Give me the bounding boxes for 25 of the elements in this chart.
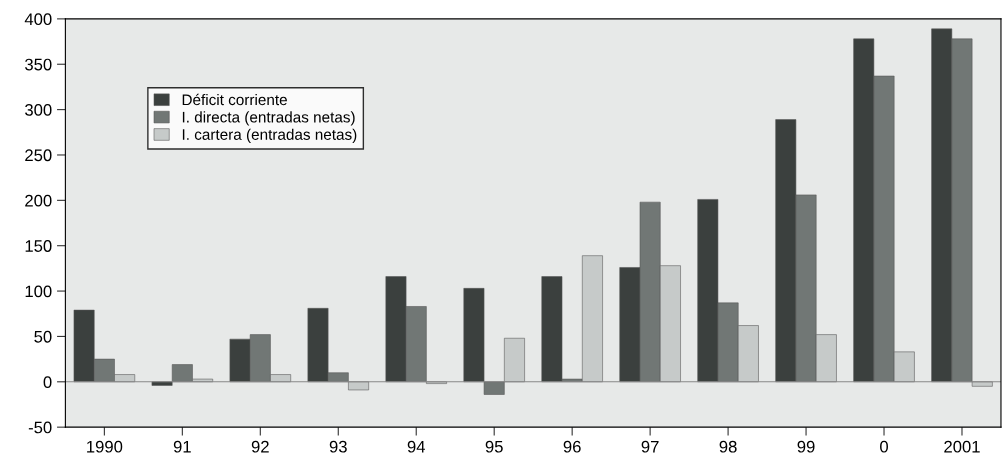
y-tick-label: 350 bbox=[25, 58, 52, 71]
x-tick-label: 92 bbox=[251, 440, 269, 453]
x-tick-label: 98 bbox=[719, 440, 737, 453]
x-tick-label: 91 bbox=[173, 440, 191, 453]
legend-label: I. directa (entradas netas) bbox=[182, 111, 355, 126]
x-tick-label: 97 bbox=[641, 440, 659, 453]
y-tick-label: 150 bbox=[25, 240, 52, 252]
y-tick-label: 200 bbox=[25, 194, 52, 207]
x-tick-label: 1990 bbox=[87, 440, 123, 453]
x-tick-label: 96 bbox=[563, 440, 581, 453]
x-tick-label: 95 bbox=[485, 440, 503, 453]
legend-label: I. cartera (entradas netas) bbox=[182, 128, 357, 143]
x-tick-label: 93 bbox=[329, 440, 347, 453]
y-tick-label: 0 bbox=[43, 376, 52, 388]
y-tick-label: 250 bbox=[25, 149, 52, 162]
x-tick-label: 0 bbox=[880, 440, 889, 453]
y-tick-label: -50 bbox=[28, 421, 52, 434]
y-tick-label: 50 bbox=[34, 330, 52, 343]
x-tick-label: 99 bbox=[797, 440, 815, 453]
x-tick-label: 2001 bbox=[944, 440, 980, 453]
x-tick-label: 94 bbox=[407, 440, 426, 453]
y-tick-label: 100 bbox=[25, 285, 52, 298]
y-tick-label: 300 bbox=[25, 104, 52, 116]
y-tick-label: 400 bbox=[24, 13, 52, 26]
legend-label: Déficit corriente bbox=[182, 93, 287, 106]
